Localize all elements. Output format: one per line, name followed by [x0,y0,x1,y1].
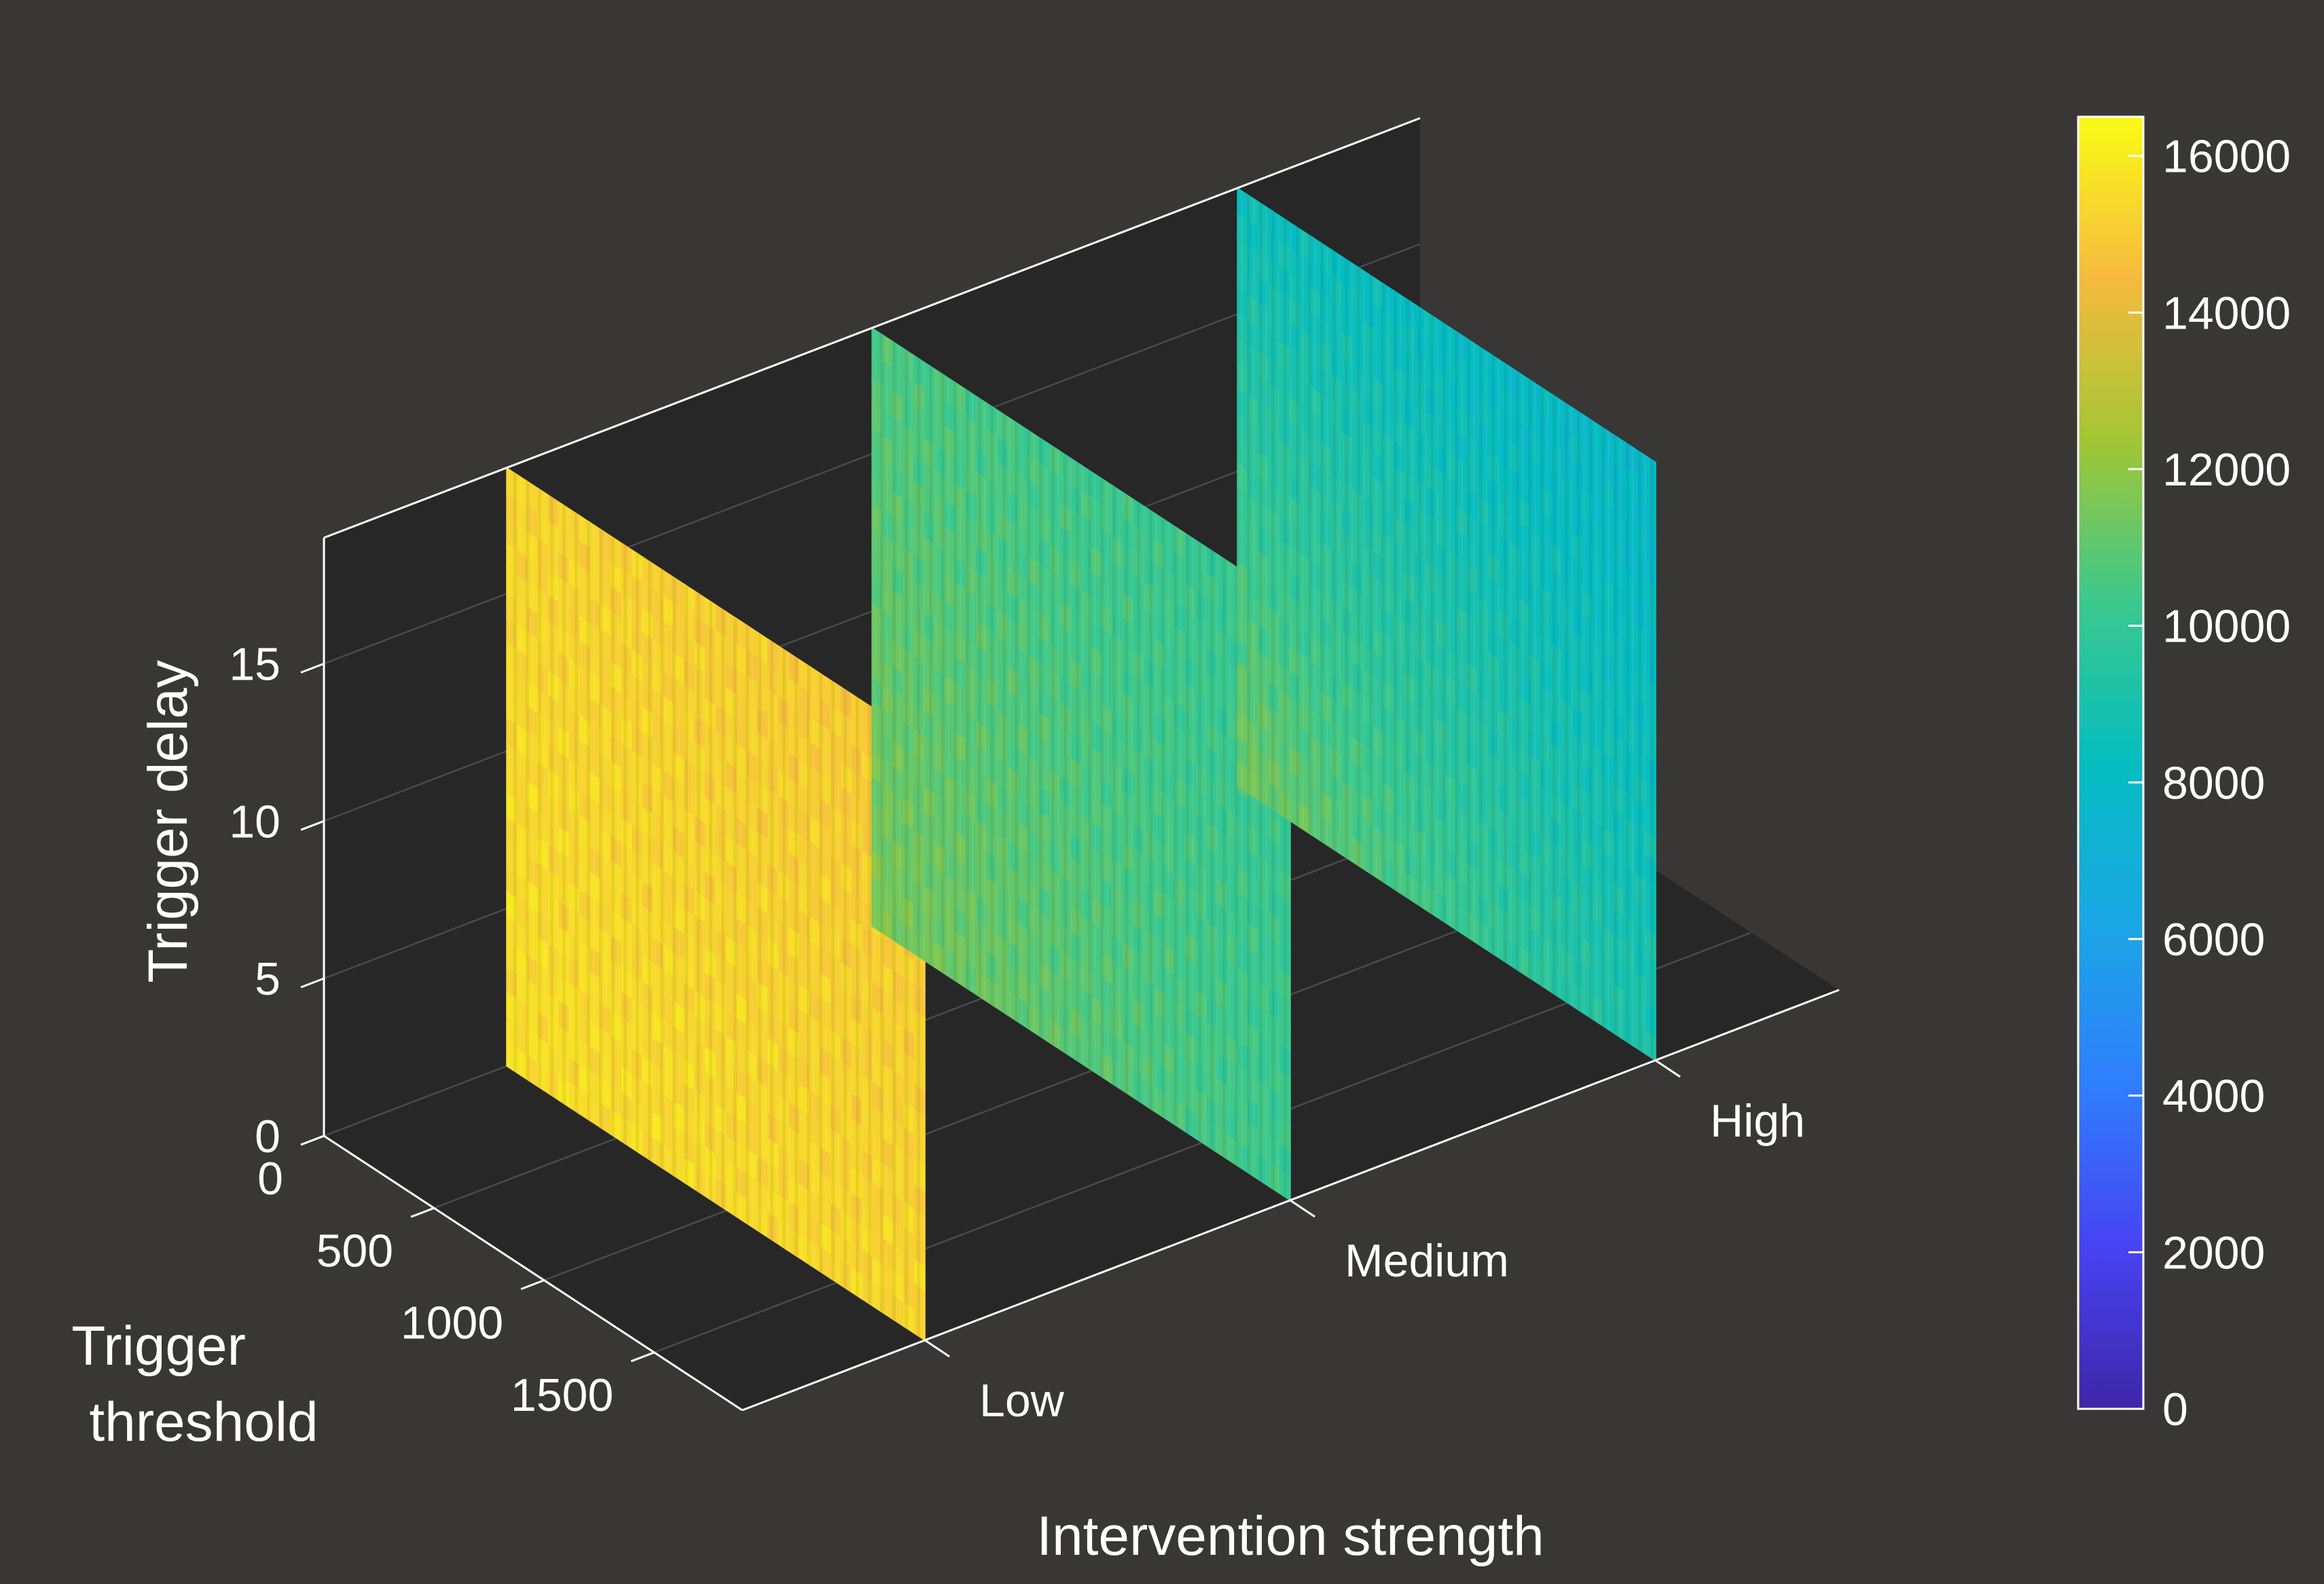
z-tick-label: 10 [229,796,280,847]
y-tick-label: 0 [257,1153,283,1204]
colorbar-tick-label: 6000 [2162,914,2265,965]
z-tick [300,663,325,674]
slice-high [1237,187,1656,1062]
y-tick-label: 1500 [511,1369,613,1421]
heatmap-slices [506,187,1656,1342]
y-tick [630,1351,655,1363]
z-tick-label: 0 [255,1111,280,1162]
x-tick [1290,1199,1315,1218]
colorbar-tick-label: 2000 [2162,1227,2265,1278]
y-axis-label: Trigger threshold [71,1315,318,1453]
x-tick-label: High [1710,1095,1805,1147]
y-axis-label-line-2: threshold [89,1391,318,1453]
colorbar-tick-label: 12000 [2162,444,2291,496]
z-tick-label: 15 [229,638,280,690]
slice-texture [872,328,1290,1200]
colorbar-tick-label: 16000 [2162,131,2291,183]
y-tick [300,1135,325,1146]
z-tick [300,819,325,831]
y-axis-label-line-1: Trigger [71,1315,246,1377]
x-tick [1655,1059,1681,1078]
x-tick-label: Low [979,1375,1065,1426]
tick-marks [300,663,1681,1363]
colorbar-scale [2077,115,2145,1410]
colorbar-tick-label: 10000 [2162,601,2291,652]
z-tick-label: 5 [255,953,280,1005]
colorbar-tick-label: 0 [2162,1384,2188,1435]
colorbar-tick-label: 14000 [2162,287,2291,339]
slice-medium [871,327,1291,1202]
colorbar-tick-label: 8000 [2162,757,2265,809]
slice-texture [1237,188,1656,1061]
x-axis-label: Intervention strength [1036,1505,1544,1567]
x-tick [924,1339,950,1358]
x-tick-label: Medium [1345,1235,1509,1287]
y-tick [520,1279,545,1291]
y-tick-label: 500 [316,1225,393,1276]
y-tick [410,1207,435,1218]
z-tick [300,977,325,989]
slice-low [506,466,926,1342]
slice-texture [507,468,925,1340]
z-axis-label: Trigger delay [137,660,199,983]
colorbar: 0 2000 4000 6000 8000 10000 12000 14000 16000 [2077,115,2291,1435]
y-tick-label: 1000 [401,1297,503,1349]
colorbar-tick-label: 4000 [2162,1071,2265,1122]
colorbar-ticks: 0 2000 4000 6000 8000 10000 12000 14000 16000 [2128,131,2291,1435]
